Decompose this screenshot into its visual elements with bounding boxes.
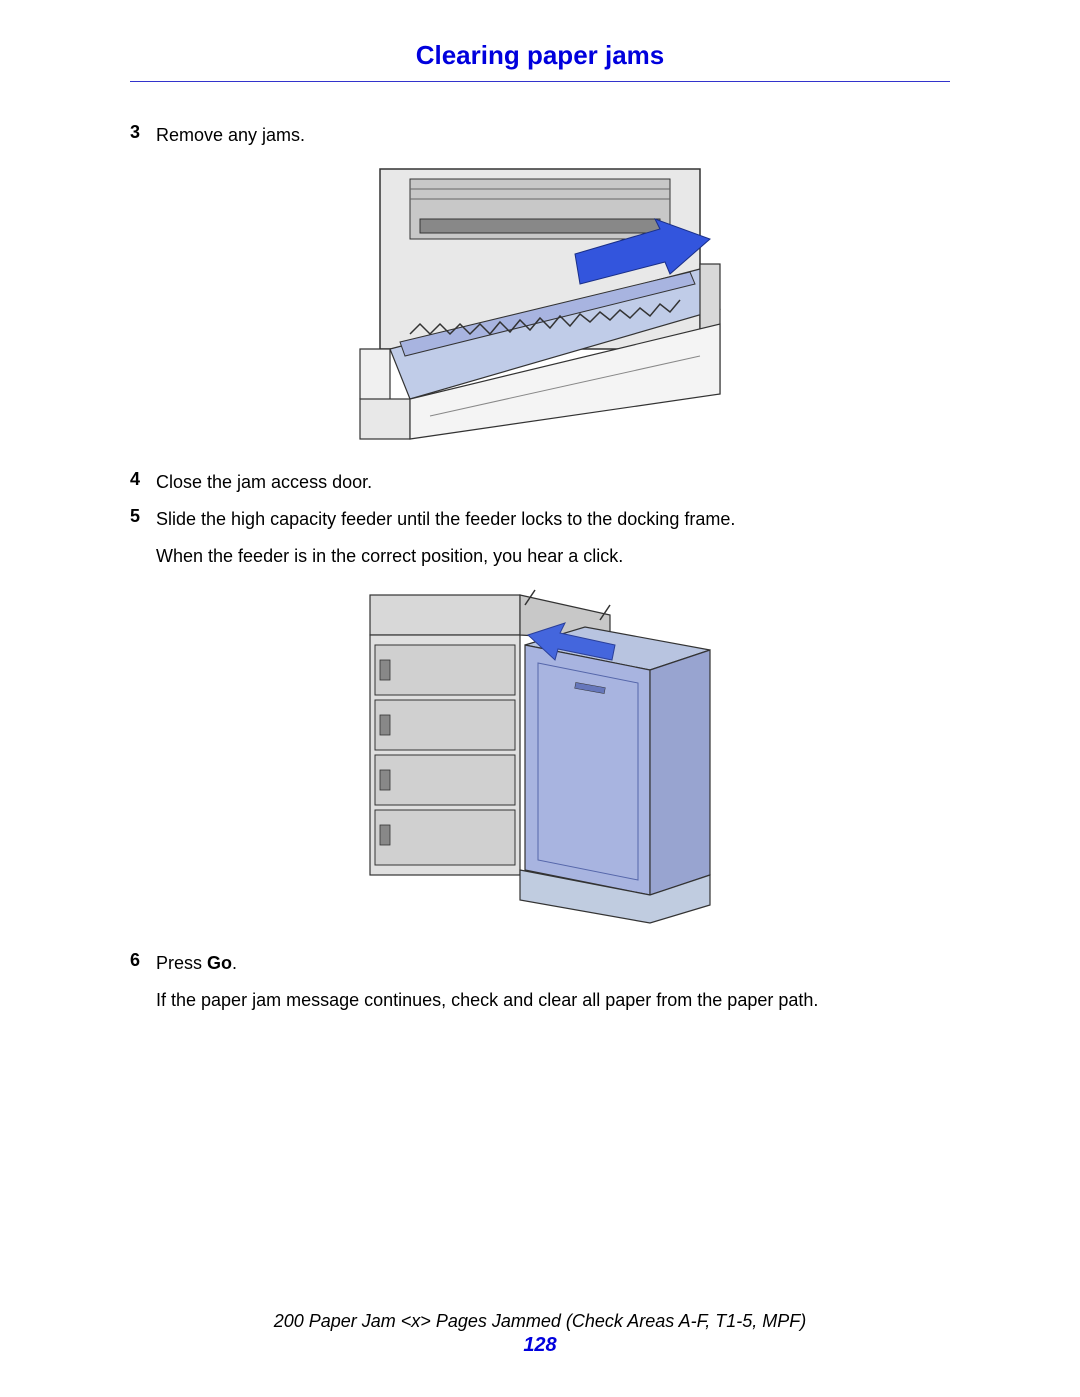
step-number: 6: [130, 950, 156, 971]
step-prefix: Press: [156, 953, 207, 973]
page-header: Clearing paper jams: [130, 40, 950, 82]
step-number: 3: [130, 122, 156, 143]
step-text: Slide the high capacity feeder until the…: [156, 506, 950, 533]
step-5-note: When the feeder is in the correct positi…: [156, 543, 950, 570]
page-footer: 200 Paper Jam <x> Pages Jammed (Check Ar…: [0, 1311, 1080, 1357]
printer-illustration-1: [350, 164, 730, 444]
footer-text: 200 Paper Jam <x> Pages Jammed (Check Ar…: [0, 1311, 1080, 1332]
page-number: 128: [0, 1334, 1080, 1357]
printer-illustration-2: [350, 585, 730, 925]
step-3: 3 Remove any jams.: [130, 122, 950, 149]
step-number: 5: [130, 506, 156, 527]
step-6: 6 Press Go.: [130, 950, 950, 977]
step-text: Close the jam access door.: [156, 469, 950, 496]
step-text: Press Go.: [156, 950, 950, 977]
note-italic: click: [583, 546, 618, 566]
figure-2: [130, 585, 950, 930]
step-bold: Go: [207, 953, 232, 973]
step-6-note: If the paper jam message continues, chec…: [156, 987, 950, 1014]
step-number: 4: [130, 469, 156, 490]
step-suffix: .: [232, 953, 237, 973]
figure-1: [130, 164, 950, 449]
step-5: 5 Slide the high capacity feeder until t…: [130, 506, 950, 533]
step-4: 4 Close the jam access door.: [130, 469, 950, 496]
note-prefix: When the feeder is in the correct positi…: [156, 546, 583, 566]
note-suffix: .: [618, 546, 623, 566]
step-text: Remove any jams.: [156, 122, 950, 149]
header-title: Clearing paper jams: [130, 40, 950, 71]
